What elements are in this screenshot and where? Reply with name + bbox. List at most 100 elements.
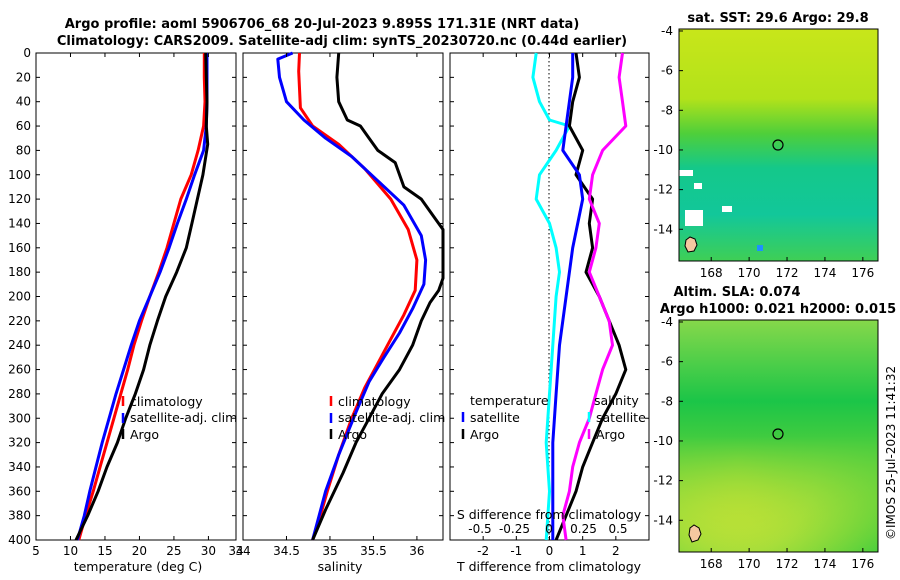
x-tick-label: 35.5 xyxy=(360,544,387,558)
argo-location-marker xyxy=(772,139,784,151)
x-tick-label: 36 xyxy=(409,544,424,558)
series-line-s-satellite xyxy=(551,53,585,540)
lat-tick-label: -6 xyxy=(661,355,673,369)
lat-tick-label: -14 xyxy=(653,222,673,236)
sla-map-frame xyxy=(678,319,879,553)
depth-tick-label: 280 xyxy=(8,387,31,401)
x-tick-label: 20 xyxy=(132,544,147,558)
lon-tick-label: 168 xyxy=(700,266,723,280)
difference-plot xyxy=(531,52,628,541)
island-outline xyxy=(688,524,702,543)
title-line-2: Climatology: CARS2009. Satellite-adj cli… xyxy=(57,34,627,49)
sla-lon-tick-labels: 168 170 172 174 176 xyxy=(700,548,874,571)
lat-tick-label: -6 xyxy=(661,64,673,78)
depth-tick-label: 320 xyxy=(8,436,31,450)
sst-map xyxy=(678,28,879,262)
temperature-legend: climatology satellite-adj. clim Argo xyxy=(121,394,237,442)
difference-legend-salinity: salinity satellite Argo xyxy=(587,393,646,442)
series-line-satellite-adj-clim xyxy=(75,53,209,541)
x-tick-label: 0.25 xyxy=(570,522,597,536)
difference-legend-temperature: temperature satellite Argo xyxy=(461,393,549,442)
depth-tick-label: 400 xyxy=(8,533,31,547)
lon-tick-label: 170 xyxy=(738,557,761,571)
lon-tick-label: 174 xyxy=(813,557,836,571)
t-difference-tick-labels: -2 -1 0 1 2 xyxy=(477,53,620,558)
s-difference-label: S difference from climatology xyxy=(457,507,642,522)
depth-tick-label: 40 xyxy=(16,95,31,109)
s-difference-tick-labels: -0.5 -0.25 0 0.25 0.5 xyxy=(468,522,627,536)
series-line-argo xyxy=(74,52,210,541)
legend-label-s-argo: Argo xyxy=(596,427,625,442)
depth-tick-label: 100 xyxy=(8,168,31,182)
lon-tick-label: 176 xyxy=(851,266,874,280)
lat-tick-label: -8 xyxy=(661,394,673,408)
sst-map-title: sat. SST: 29.6 Argo: 29.8 xyxy=(687,11,868,26)
lat-tick-label: -4 xyxy=(661,315,673,329)
depth-tick-label: 260 xyxy=(8,363,31,377)
lat-tick-label: -14 xyxy=(653,513,673,527)
x-tick-label: 0.5 xyxy=(608,522,627,536)
lon-tick-label: 168 xyxy=(700,557,723,571)
depth-tick-label: 360 xyxy=(8,484,31,498)
title-line-1: Argo profile: aoml 5906706_68 20-Jul-202… xyxy=(65,17,580,32)
lon-tick-label: 170 xyxy=(738,266,761,280)
lat-tick-label: -4 xyxy=(661,24,673,38)
temperature-plot xyxy=(74,52,210,541)
lon-tick-label: 172 xyxy=(776,557,799,571)
depth-tick-label: 120 xyxy=(8,192,31,206)
salinity-legend: climatology satellite-adj. clim Argo xyxy=(329,394,445,442)
sst-lat-tick-labels: -4 -6 -8 -10 -12 -14 xyxy=(653,24,683,236)
depth-tick-label: 20 xyxy=(16,70,31,84)
legend-label-climatology: climatology xyxy=(338,394,411,409)
x-tick-label: 2 xyxy=(612,544,620,558)
x-tick-label: 1 xyxy=(579,544,587,558)
depth-tick-label: 160 xyxy=(8,241,31,255)
depth-tick-label: 60 xyxy=(16,119,31,133)
sla-field-overlay xyxy=(679,320,878,552)
temperature-xlabel: temperature (deg C) xyxy=(74,559,203,574)
depth-tick-label: 80 xyxy=(16,143,31,157)
x-tick-label: -1 xyxy=(510,544,522,558)
legend-label-satellite: satellite-adj. clim xyxy=(130,410,237,425)
x-tick-label: 15 xyxy=(97,544,112,558)
lat-tick-label: -12 xyxy=(653,474,673,488)
x-tick-label: -2 xyxy=(477,544,489,558)
sla-map-title-2: Argo h1000: 0.021 h2000: 0.015 xyxy=(660,302,896,317)
legend-title-temperature: temperature xyxy=(470,393,549,408)
legend-title-salinity: salinity xyxy=(594,393,639,408)
x-tick-label: 35 xyxy=(322,544,337,558)
salinity-xlabel: salinity xyxy=(318,559,363,574)
legend-label-t-satellite: satellite xyxy=(470,410,520,425)
depth-tick-label: 300 xyxy=(8,411,31,425)
imos-credit: ©IMOS 25-Jul-2023 11:41:32 xyxy=(884,366,898,540)
depth-tick-label: 240 xyxy=(8,338,31,352)
depth-tick-label: 340 xyxy=(8,460,31,474)
x-tick-label: 5 xyxy=(32,544,40,558)
salinity-tick-labels: 34 34.5 35 35.5 36 xyxy=(235,53,425,558)
lat-tick-label: -10 xyxy=(653,434,673,448)
depth-tick-label: 200 xyxy=(8,290,31,304)
sst-field xyxy=(679,29,878,261)
x-tick-label: -0.5 xyxy=(468,522,491,536)
lon-tick-label: 176 xyxy=(851,557,874,571)
x-tick-label: 34 xyxy=(228,544,243,558)
island-outline xyxy=(684,236,698,253)
depth-tick-label: 0 xyxy=(23,46,31,60)
legend-label-satellite: satellite-adj. clim xyxy=(338,410,445,425)
legend-label-s-satellite: satellite xyxy=(596,410,646,425)
depth-tick-label: 380 xyxy=(8,509,31,523)
sst-missing-data xyxy=(679,170,693,176)
lon-tick-label: 174 xyxy=(813,266,836,280)
legend-label-t-argo: Argo xyxy=(470,427,499,442)
depth-tick-label: 180 xyxy=(8,265,31,279)
x-tick-label: 0 xyxy=(546,544,554,558)
series-line-satellite-adj-clim xyxy=(276,51,428,541)
x-tick-label: 25 xyxy=(166,544,181,558)
sst-missing-data xyxy=(685,210,703,226)
t-difference-xlabel: T difference from climatology xyxy=(456,559,642,574)
lat-tick-label: -12 xyxy=(653,183,673,197)
temperature-tick-labels: 5 10 15 20 25 30 34 xyxy=(32,53,244,558)
argo-location-marker xyxy=(772,428,784,440)
